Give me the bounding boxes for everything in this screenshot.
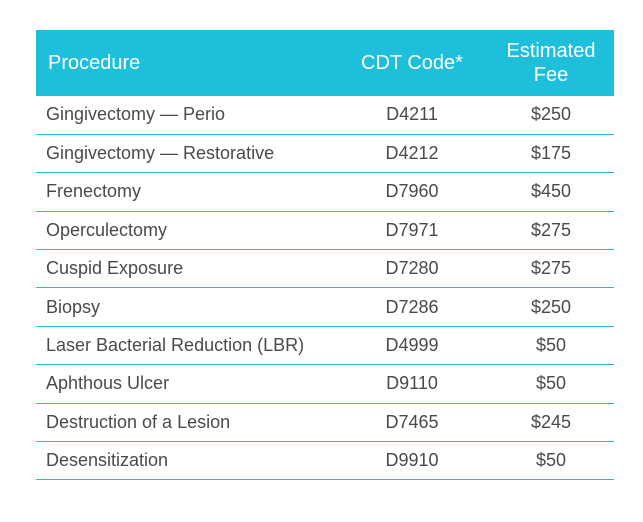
table-row: Aphthous Ulcer D9110 $50 xyxy=(36,365,614,404)
fee-cell: $50 xyxy=(535,335,567,356)
procedure-cell: Cuspid Exposure xyxy=(46,258,184,279)
procedure-cell: Laser Bacterial Reduction (LBR) xyxy=(46,335,305,356)
table-row: Cuspid Exposure D7280 $275 xyxy=(36,250,614,288)
procedure-fee-table: Procedure CDT Code* Estimated Fee Gingiv… xyxy=(36,30,614,480)
fee-cell: $50 xyxy=(535,450,567,471)
table-row: Destruction of a Lesion D7465 $245 xyxy=(36,403,614,442)
cdt-code-cell: D4212 xyxy=(385,143,439,164)
header-cdt-code: CDT Code* xyxy=(361,52,463,74)
procedure-cell: Biopsy xyxy=(46,296,101,317)
procedure-cell: Gingivectomy — Restorative xyxy=(46,143,275,164)
cdt-code-cell: D7465 xyxy=(385,411,439,432)
cdt-code-cell: D9910 xyxy=(385,450,439,471)
cdt-code-cell: D9110 xyxy=(386,373,438,394)
fee-cell: $245 xyxy=(530,411,572,432)
table-row: Gingivectomy — Restorative D4212 $175 xyxy=(36,134,614,173)
table-row: Gingivectomy — Perio D4211 $250 xyxy=(36,96,614,135)
procedure-cell: Operculectomy xyxy=(46,219,168,240)
procedure-cell: Desensitization xyxy=(46,450,169,471)
cdt-code-cell: D7280 xyxy=(385,258,439,279)
table-row: Desensitization D9910 $50 xyxy=(36,442,614,480)
header-procedure: Procedure xyxy=(48,52,141,74)
fee-cell: $175 xyxy=(530,143,572,164)
procedure-cell: Aphthous Ulcer xyxy=(46,373,170,394)
procedure-cell: Destruction of a Lesion xyxy=(46,411,231,432)
fee-cell: $275 xyxy=(530,219,572,240)
header-estimated-fee: Estimated Fee xyxy=(506,40,596,86)
cdt-code-cell: D7971 xyxy=(385,219,439,240)
fee-table-container: Procedure CDT Code* Estimated Fee Gingiv… xyxy=(36,30,614,480)
fee-cell: $250 xyxy=(530,104,572,125)
cdt-code-cell: D7286 xyxy=(385,296,439,317)
table-row: Operculectomy D7971 $275 xyxy=(36,211,614,250)
procedure-cell: Gingivectomy — Perio xyxy=(46,104,226,125)
fee-cell: $450 xyxy=(530,181,572,202)
fee-cell: $275 xyxy=(530,258,572,279)
table-header: Procedure CDT Code* Estimated Fee xyxy=(36,30,614,96)
procedure-cell: Frenectomy xyxy=(46,181,142,202)
cdt-code-cell: D7960 xyxy=(385,181,439,202)
fee-cell: $250 xyxy=(530,296,572,317)
cdt-code-cell: D4999 xyxy=(385,335,439,356)
cdt-code-cell: D4211 xyxy=(386,104,438,125)
fee-cell: $50 xyxy=(535,373,567,394)
table-body: Gingivectomy — Perio D4211 $250 Gingivectom… xyxy=(36,96,614,480)
header-row: Procedure CDT Code* Estimated Fee xyxy=(36,30,614,96)
table-row: Biopsy D7286 $250 xyxy=(36,288,614,327)
table-row: Laser Bacterial Reduction (LBR) D4999 $50 xyxy=(36,326,614,365)
table-row: Frenectomy D7960 $450 xyxy=(36,173,614,212)
